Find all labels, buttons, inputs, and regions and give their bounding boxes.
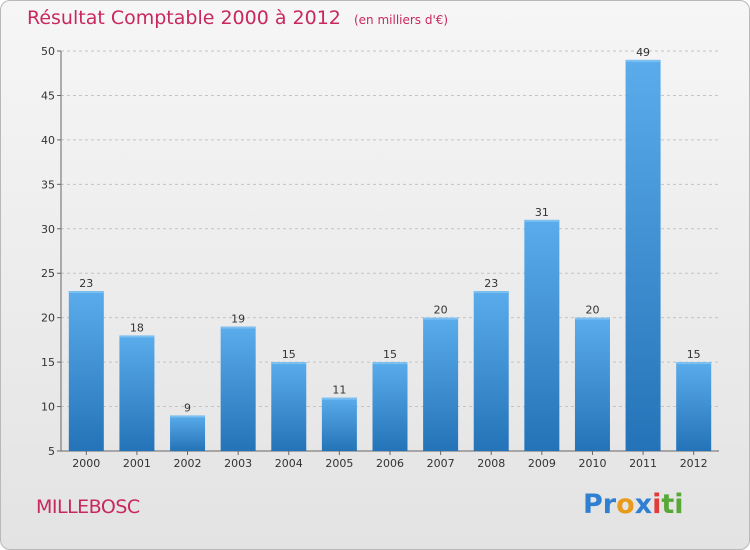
bar-top-highlight	[119, 335, 155, 338]
x-tick-label: 2006	[376, 457, 404, 470]
bar	[473, 291, 509, 451]
x-tick-label: 2010	[578, 457, 606, 470]
bar	[423, 317, 459, 451]
x-tick-label: 2008	[477, 457, 505, 470]
data-label: 11	[332, 384, 346, 397]
bar-top-highlight	[271, 362, 307, 365]
bar-top-highlight	[574, 317, 610, 320]
bar	[220, 326, 256, 451]
commune-name: MILLEBOSC	[36, 496, 140, 518]
y-tick-label: 20	[41, 312, 55, 325]
bar-top-highlight	[68, 291, 104, 293]
bar	[271, 362, 307, 451]
bar-top-highlight	[372, 362, 408, 365]
bar-top-highlight	[625, 59, 661, 62]
logo-letter: t	[661, 489, 675, 520]
bar	[524, 219, 560, 451]
data-label: 49	[636, 46, 650, 59]
x-tick-label: 2009	[528, 457, 556, 470]
y-tick-label: 50	[41, 45, 55, 58]
y-tick-label: 5	[48, 445, 55, 458]
data-label: 23	[484, 277, 498, 290]
y-tick-label: 35	[41, 178, 55, 191]
data-label: 31	[535, 206, 549, 219]
data-label: 15	[282, 348, 296, 361]
data-label: 20	[585, 304, 599, 317]
bar-top-highlight	[170, 415, 206, 418]
bar-top-highlight	[423, 317, 459, 320]
x-tick-label: 2003	[224, 457, 252, 470]
x-tick-label: 2001	[123, 457, 151, 470]
data-label: 19	[231, 313, 245, 326]
bar	[321, 397, 357, 451]
data-label: 23	[79, 277, 93, 290]
data-label: 20	[434, 304, 448, 317]
x-tick-label: 2007	[427, 457, 455, 470]
y-tick-label: 15	[41, 356, 55, 369]
bar	[170, 415, 206, 451]
data-label: 15	[383, 348, 397, 361]
bar	[372, 362, 408, 451]
bar-top-highlight	[473, 291, 509, 293]
logo-letter: i	[674, 489, 684, 520]
y-tick-label: 45	[41, 89, 55, 102]
data-label: 9	[184, 401, 191, 414]
data-label: 18	[130, 321, 144, 334]
bar-top-highlight	[321, 397, 357, 400]
y-tick-label: 30	[41, 223, 55, 236]
x-tick-label: 2000	[72, 457, 100, 470]
logo-letter: o	[616, 489, 635, 520]
chart-subtitle: (en milliers d'€)	[353, 13, 449, 27]
bar	[676, 362, 712, 451]
x-tick-label: 2012	[680, 457, 708, 470]
chart-title-block: Résultat Comptable 2000 à 2012 (en milli…	[27, 7, 448, 29]
y-tick-label: 10	[41, 401, 55, 414]
x-tick-label: 2002	[174, 457, 202, 470]
bar	[119, 335, 155, 451]
data-label: 15	[687, 348, 701, 361]
x-tick-label: 2004	[275, 457, 303, 470]
logo-letter: r	[602, 489, 617, 520]
logo-letter: x	[634, 489, 653, 520]
logo-letter: P	[583, 489, 603, 520]
bar-top-highlight	[524, 219, 560, 222]
chart-title: Résultat Comptable 2000 à 2012	[27, 7, 341, 29]
y-tick-label: 40	[41, 134, 55, 147]
bar-top-highlight	[220, 326, 256, 329]
x-tick-label: 2011	[629, 457, 657, 470]
y-tick-label: 25	[41, 267, 55, 280]
logo-letter: i	[652, 489, 662, 520]
proxiti-logo: Proxiti	[583, 489, 684, 520]
x-tick-label: 2005	[325, 457, 353, 470]
bar	[574, 317, 610, 451]
bar	[68, 291, 104, 451]
bar	[625, 59, 661, 452]
bar-top-highlight	[676, 362, 712, 365]
